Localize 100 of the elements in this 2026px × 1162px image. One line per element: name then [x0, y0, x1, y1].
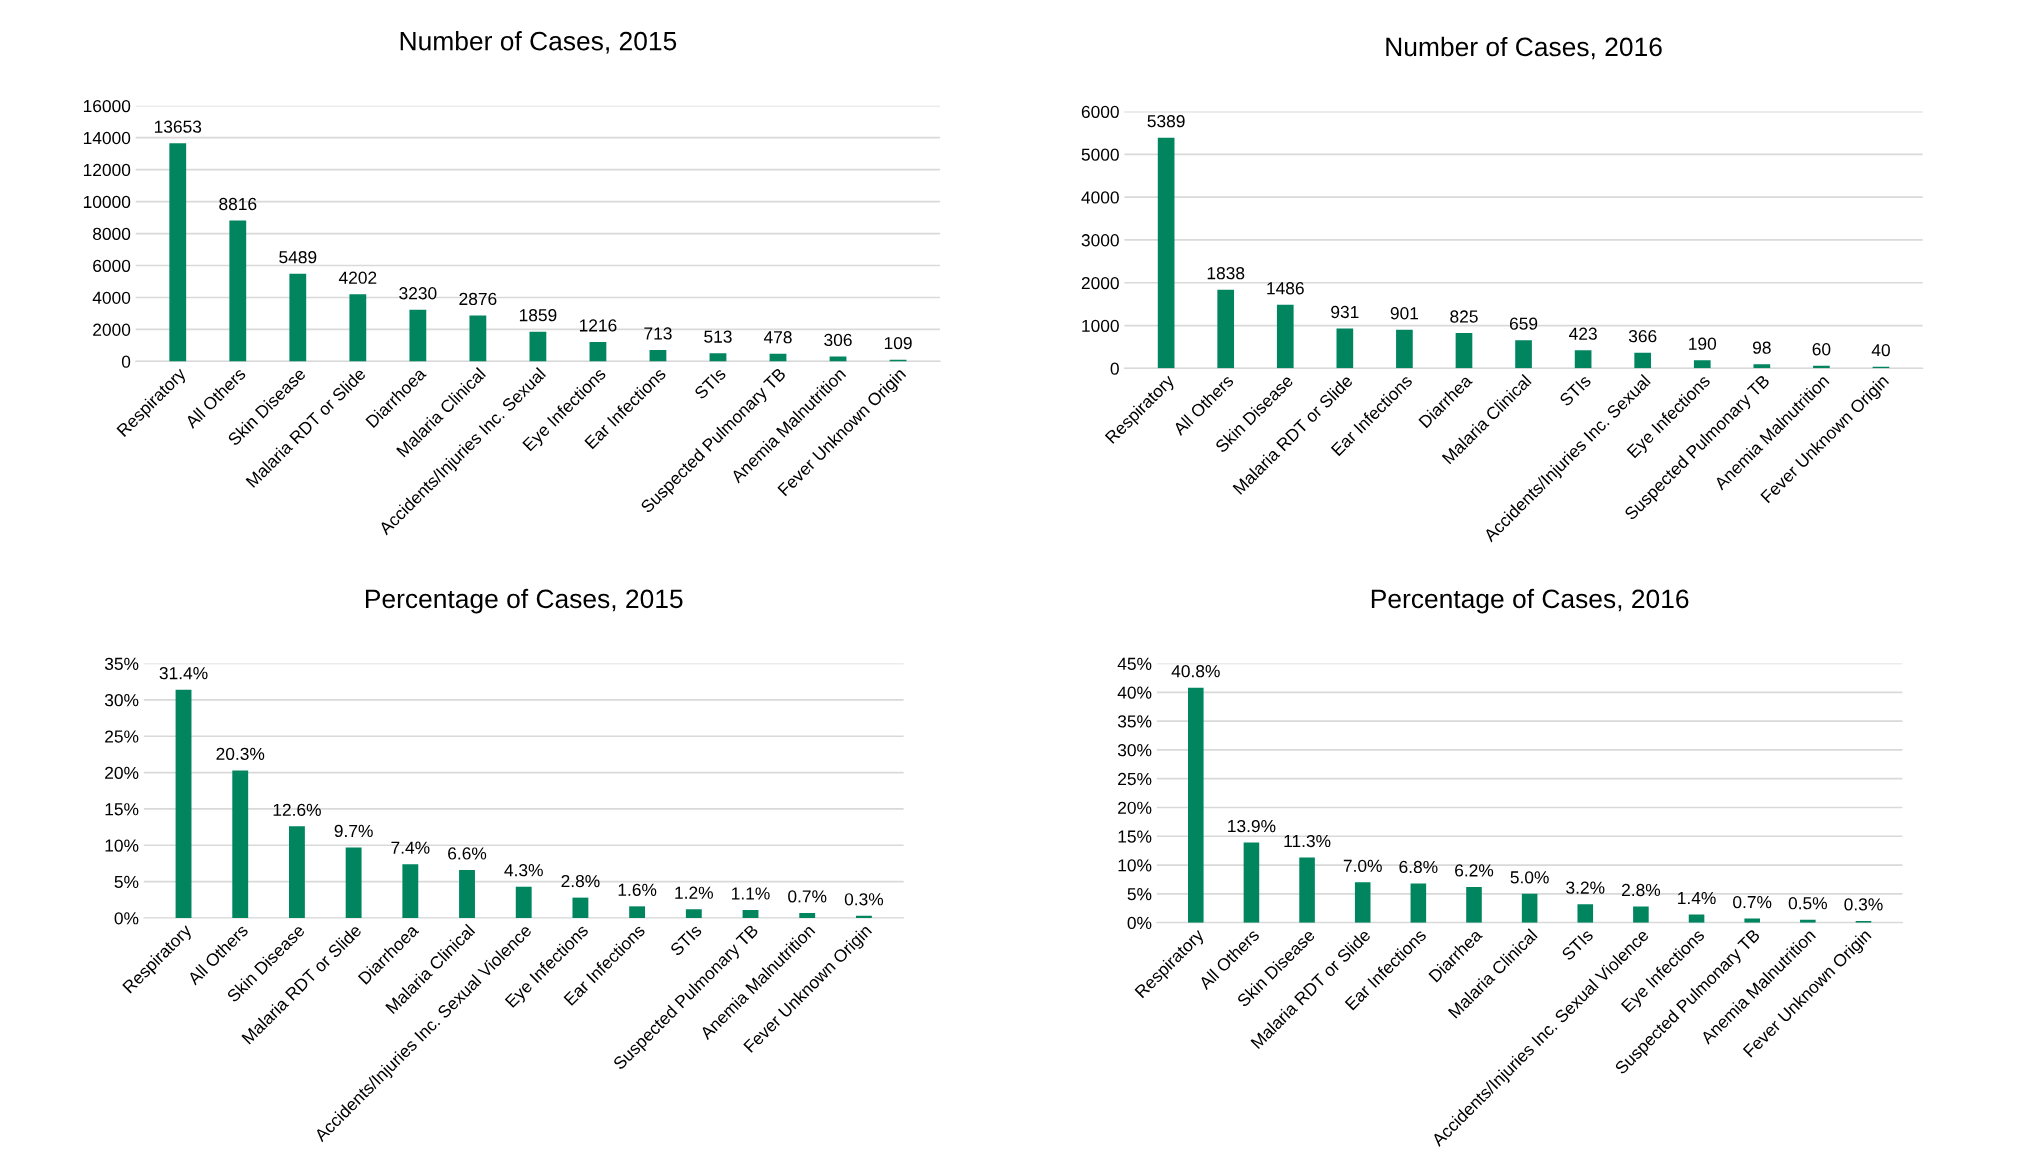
bar — [1693, 360, 1711, 369]
bar — [1243, 842, 1260, 923]
data-label: 713 — [644, 327, 672, 340]
data-label: 12.6% — [273, 803, 321, 816]
y-tick-label: 30% — [1117, 744, 1152, 757]
data-label: 2876 — [459, 292, 497, 306]
y-tick-label: 6000 — [1081, 105, 1119, 119]
data-label: 98 — [1752, 341, 1771, 354]
bar — [345, 847, 362, 918]
x-tick-label: STIs — [1558, 373, 1592, 407]
bar — [1299, 857, 1315, 923]
data-label: 4.3% — [504, 864, 543, 877]
data-label: 0.5% — [1788, 897, 1827, 910]
bar — [1455, 333, 1473, 369]
bar — [685, 909, 702, 918]
y-tick-label: 25% — [1118, 772, 1152, 786]
y-tick-label: 6000 — [93, 259, 131, 272]
y-tick-label: 12000 — [83, 163, 131, 177]
data-label: 6.6% — [448, 847, 487, 860]
data-label: 4202 — [338, 271, 377, 284]
data-label: 0.3% — [844, 893, 884, 906]
bar — [529, 331, 547, 362]
bar — [1521, 893, 1538, 923]
data-label: 7.0% — [1343, 859, 1382, 872]
chart-title: Number of Cases, 2016 — [1386, 36, 1662, 60]
y-tick-label: 45% — [1117, 657, 1152, 670]
data-label: 901 — [1390, 307, 1419, 320]
bar — [469, 315, 487, 362]
data-label: 2.8% — [561, 874, 600, 888]
y-tick-label: 4000 — [1081, 191, 1119, 204]
y-tick-label: 14000 — [83, 131, 131, 145]
data-label: 1.2% — [675, 886, 713, 899]
y-tick-label: 15% — [105, 803, 139, 816]
data-label: 1.6% — [618, 883, 657, 896]
data-label: 478 — [763, 331, 792, 344]
data-label: 0.7% — [1733, 895, 1772, 909]
bar — [589, 341, 607, 362]
data-label: 1.1% — [732, 887, 770, 900]
data-label: 0.3% — [1844, 898, 1883, 911]
chart-title: Number of Cases, 2015 — [400, 31, 677, 54]
bar — [349, 294, 367, 362]
data-label: 190 — [1689, 337, 1717, 350]
data-label: 6.8% — [1399, 860, 1438, 874]
bar — [829, 356, 847, 362]
bar — [459, 869, 475, 918]
y-tick-label: 16000 — [83, 99, 131, 113]
data-label: 3230 — [399, 287, 437, 300]
y-tick-label: 3000 — [1081, 234, 1119, 247]
y-tick-label: 20% — [1118, 801, 1152, 814]
data-label: 5389 — [1147, 115, 1185, 128]
data-label: 366 — [1628, 330, 1657, 343]
bar — [1276, 304, 1294, 369]
bar — [1157, 137, 1175, 369]
data-label: 423 — [1569, 327, 1597, 340]
data-label: 3.2% — [1566, 881, 1605, 894]
y-tick-label: 2000 — [1081, 276, 1119, 290]
bar — [629, 906, 646, 918]
y-tick-label: 40% — [1117, 686, 1152, 699]
bar — [1577, 904, 1594, 923]
bar — [1753, 364, 1771, 369]
data-label: 1.4% — [1678, 891, 1716, 905]
y-tick-label: 30% — [104, 694, 139, 707]
y-tick-label: 10% — [1118, 859, 1152, 872]
data-label: 8816 — [219, 197, 257, 211]
bar — [289, 273, 307, 362]
bar — [1633, 906, 1649, 923]
data-label: 1838 — [1207, 267, 1245, 280]
data-label: 6.2% — [1455, 864, 1494, 877]
bar — [175, 689, 192, 918]
data-label: 0.7% — [788, 890, 827, 903]
data-label: 1216 — [579, 319, 617, 332]
y-tick-label: 2000 — [93, 323, 131, 336]
bar — [169, 143, 187, 362]
data-label: 306 — [824, 333, 852, 347]
x-tick-label: STIs — [1560, 928, 1594, 962]
y-tick-label: 10000 — [83, 195, 131, 209]
chart-title: Percentage of Cases, 2016 — [1371, 588, 1689, 614]
chart-title: Percentage of Cases, 2015 — [365, 588, 683, 614]
y-tick-label: 4000 — [92, 291, 131, 304]
bar — [1515, 340, 1532, 369]
data-label: 13.9% — [1228, 819, 1276, 833]
data-label: 7.4% — [391, 841, 430, 854]
y-tick-label: 5% — [114, 875, 139, 889]
data-label: 659 — [1509, 317, 1538, 330]
bar — [1336, 328, 1354, 369]
y-tick-label: 1000 — [1082, 319, 1119, 333]
data-label: 60 — [1812, 343, 1831, 356]
data-label: 11.3% — [1284, 834, 1331, 848]
data-label: 13653 — [154, 120, 202, 133]
data-label: 931 — [1331, 305, 1359, 319]
data-label: 9.7% — [334, 824, 373, 838]
data-label: 5489 — [279, 251, 317, 264]
bar — [409, 309, 427, 362]
y-tick-label: 15% — [1118, 830, 1152, 843]
y-tick-label: 0% — [114, 912, 139, 925]
data-label: 1486 — [1267, 282, 1304, 295]
bar — [1396, 329, 1413, 369]
data-label: 825 — [1450, 310, 1478, 323]
bar — [1410, 883, 1427, 923]
bar — [742, 909, 759, 918]
